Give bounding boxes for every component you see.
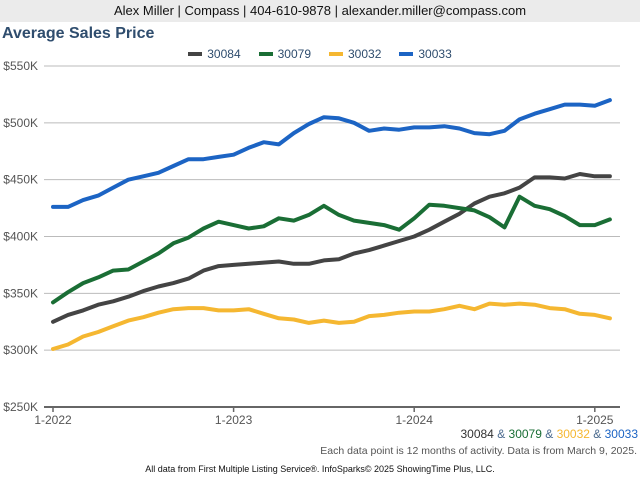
gridlines [44, 65, 620, 408]
series-caption: 30084 & 30079 & 30032 & 30033 [460, 427, 638, 441]
caption-series-30032: 30032 [556, 427, 590, 441]
caption-separator: & [541, 427, 557, 441]
chart-legend: 30084 30079 30032 30033 [0, 46, 640, 62]
x-axis-ticks: 1-2022 1-2023 1-2024 1-2025 [34, 407, 614, 427]
series-line-30033[interactable] [51, 98, 612, 209]
data-note: Each data point is 12 months of activity… [320, 445, 637, 457]
chart-title: Average Sales Price [2, 25, 155, 42]
x-tick-label: 1-2025 [576, 413, 614, 427]
y-tick-label: $400K [3, 230, 38, 244]
series-line-30032[interactable] [51, 301, 612, 351]
series-lines [51, 98, 612, 351]
legend-swatch [329, 52, 343, 56]
data-source: All data from First Multiple Listing Ser… [145, 464, 495, 474]
caption-series-30079: 30079 [508, 427, 542, 441]
caption-series-30033: 30033 [604, 427, 638, 441]
legend-label: 30032 [348, 47, 382, 61]
y-tick-label: $500K [3, 116, 38, 130]
legend-label: 30084 [207, 47, 241, 61]
legend-item-30079[interactable]: 30079 [258, 46, 311, 62]
x-tick-label: 1-2024 [396, 413, 434, 427]
legend-item-30032[interactable]: 30032 [329, 46, 381, 62]
caption-separator: & [493, 427, 509, 441]
y-tick-label: $300K [3, 343, 38, 357]
legend-swatch [399, 52, 414, 56]
caption-separator: & [589, 427, 605, 441]
y-tick-label: $450K [3, 173, 38, 187]
y-tick-label: $550K [3, 59, 38, 73]
legend-label: 30079 [277, 47, 311, 61]
series-line-30084[interactable] [51, 172, 612, 324]
y-tick-label: $250K [3, 400, 38, 414]
legend-item-30084[interactable]: 30084 [188, 46, 241, 62]
legend-swatch [258, 52, 273, 56]
legend-swatch [188, 52, 203, 56]
legend-item-30033[interactable]: 30033 [399, 46, 452, 62]
y-tick-label: $350K [3, 286, 38, 300]
caption-series-30084: 30084 [460, 427, 494, 441]
x-tick-label: 1-2023 [215, 413, 253, 427]
agent-contact-bar: Alex Miller | Compass | 404-610-9878 | a… [0, 0, 640, 22]
series-line-30079[interactable] [51, 194, 612, 305]
legend-label: 30033 [418, 47, 452, 61]
y-axis-ticks: $250K $300K $350K $400K $450K $500K $550K [3, 59, 38, 414]
x-tick-label: 1-2022 [34, 413, 72, 427]
